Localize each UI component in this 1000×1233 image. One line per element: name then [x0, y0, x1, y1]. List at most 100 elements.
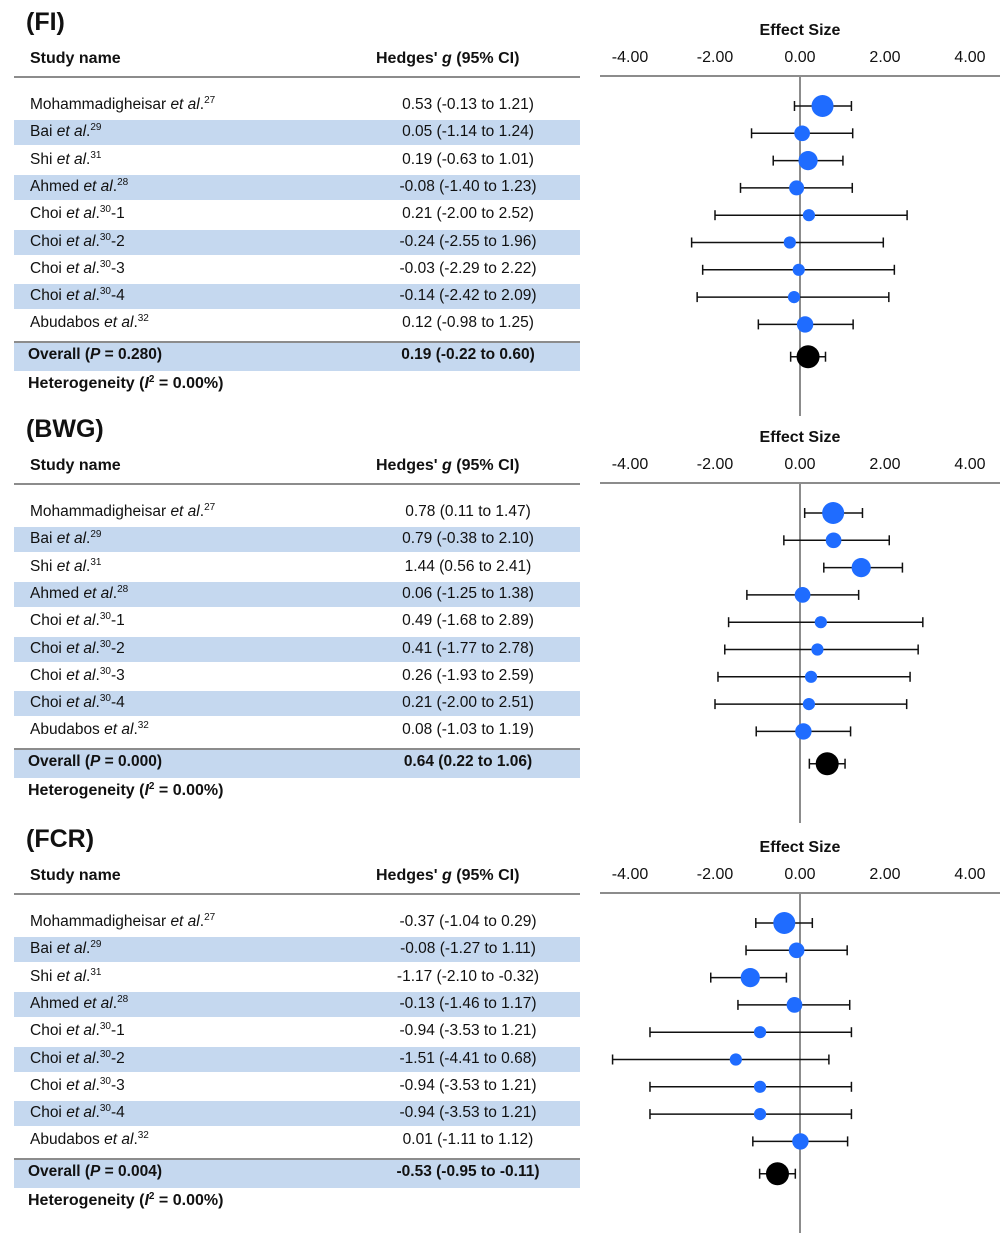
- tick-label: 4.00: [954, 49, 985, 66]
- study-suffix: -3: [110, 666, 125, 684]
- study-et-al: et al: [66, 666, 96, 684]
- overall-row: Overall (P = 0.004) -0.53 (-0.95 to -0.11…: [14, 1159, 580, 1188]
- overall-effect-ci: -0.53 (-0.95 to -0.11): [396, 1162, 540, 1180]
- study-effect-ci: 0.05 (-1.14 to 1.24): [402, 123, 534, 141]
- tick-label: -4.00: [612, 49, 649, 66]
- header-rule: [14, 483, 580, 485]
- study-et-al: et al: [56, 530, 87, 548]
- study-row: Mohammadigheisar et al.27 0.53 (-0.13 to …: [14, 93, 580, 118]
- study-effect-ci: 0.78 (0.11 to 1.47): [405, 503, 531, 520]
- header-hedges-g: g: [442, 867, 452, 884]
- heterogeneity-value: = 0.00%): [154, 1191, 224, 1209]
- study-effect-ci: -0.08 (-1.27 to 1.11): [400, 940, 536, 958]
- tick-label: 4.00: [954, 866, 985, 883]
- study-row: Ahmed et al.28 0.06 (-1.25 to 1.38): [14, 581, 580, 607]
- study-author: Abudabos: [30, 314, 100, 332]
- study-name: Choi et al.30-1: [30, 611, 125, 630]
- study-author: Bai: [30, 940, 53, 958]
- study-author: Choi: [30, 639, 62, 657]
- study-effect-ci: 0.08 (-1.03 to 1.19): [402, 721, 534, 739]
- study-row: Choi et al.30-3 0.26 (-1.93 to 2.59): [14, 664, 580, 689]
- study-point: [786, 997, 803, 1013]
- study-et-al: et al: [66, 205, 96, 223]
- header-hedges-suffix: (95% CI): [451, 457, 520, 474]
- study-ref: 28: [117, 993, 129, 1005]
- study-row: Shi et al.31 1.44 (0.56 to 2.41): [14, 555, 580, 580]
- study-name: Bai et al.29: [30, 122, 102, 141]
- study-effect-ci: -0.14 (-2.42 to 2.09): [399, 287, 537, 305]
- header-study-name: Study name: [30, 50, 121, 67]
- study-ref: 32: [137, 1130, 149, 1142]
- study-et-al: et al: [66, 612, 96, 630]
- study-et-al: et al: [66, 259, 96, 277]
- study-name: Choi et al.30-3: [30, 258, 125, 277]
- heterogeneity-value: = 0.00%): [154, 374, 224, 392]
- header-hedges-suffix: (95% CI): [451, 50, 520, 67]
- tick-label: 2.00: [869, 866, 900, 883]
- study-point: [851, 558, 871, 578]
- tick-label: -2.00: [697, 866, 734, 883]
- header-hedges-g: g: [442, 457, 452, 474]
- study-author: Choi: [30, 612, 62, 630]
- study-author: Choi: [30, 232, 62, 250]
- study-suffix: -1: [110, 612, 125, 630]
- study-suffix: -2: [110, 232, 125, 250]
- study-ref: 30: [99, 1021, 111, 1033]
- forest-plot: Effect Size -4.00 -2.00 0.00 2.00 4.00: [600, 429, 1000, 823]
- study-point: [773, 912, 796, 934]
- study-row: Ahmed et al.28 -0.08 (-1.40 to 1.23): [14, 174, 580, 200]
- study-effect-ci: -0.94 (-3.53 to 1.21): [399, 1104, 537, 1122]
- study-name: Mohammadigheisar et al.27: [30, 912, 216, 931]
- study-point: [753, 1108, 767, 1121]
- overall-row: Overall (P = 0.000) 0.64 (0.22 to 1.06): [14, 749, 580, 778]
- study-name: Abudabos et al.32: [30, 1130, 149, 1149]
- study-name: Choi et al.30-2: [30, 231, 125, 250]
- overall-p-value: = 0.280): [100, 345, 162, 363]
- study-point: [796, 316, 814, 333]
- study-et-al: et al: [104, 314, 134, 332]
- header-hedges-prefix: Hedges': [376, 457, 443, 474]
- study-ref: 31: [90, 556, 102, 568]
- study-row: Shi et al.31 0.19 (-0.63 to 1.01): [14, 148, 580, 173]
- overall-rule: [14, 1157, 580, 1160]
- study-effect-ci: 0.12 (-0.98 to 1.25): [402, 314, 534, 332]
- heterogeneity-i: I: [144, 374, 149, 392]
- study-author: Choi: [30, 1104, 62, 1122]
- study-ref: 27: [204, 502, 216, 513]
- study-et-al: et al: [66, 1076, 96, 1094]
- study-row: Choi et al.30-2 0.41 (-1.77 to 2.78): [14, 636, 580, 662]
- study-name: Ahmed et al.28: [30, 176, 129, 195]
- study-ref: 27: [204, 95, 216, 106]
- study-row: Abudabos et al.32 0.12 (-0.98 to 1.25): [14, 311, 580, 336]
- heterogeneity-i-sup: 2: [148, 780, 155, 792]
- study-point: [814, 616, 827, 629]
- header-study-name: Study name: [30, 867, 121, 884]
- study-point: [792, 263, 805, 276]
- header-hedges-ci: Hedges' g (95% CI): [376, 457, 519, 475]
- study-et-al: et al: [66, 1104, 96, 1122]
- study-row: Choi et al.30-4 -0.14 (-2.42 to 2.09): [14, 284, 580, 310]
- study-et-al: et al: [104, 721, 134, 739]
- study-et-al: et al: [66, 1049, 96, 1067]
- study-effect-ci: 0.49 (-1.68 to 2.89): [402, 612, 534, 630]
- study-author: Ahmed: [30, 994, 80, 1012]
- study-name: Choi et al.30-1: [30, 204, 125, 223]
- overall-prefix: Overall (: [28, 1162, 91, 1180]
- study-name: Mohammadigheisar et al.27: [30, 95, 216, 114]
- study-name: Shi et al.31: [30, 149, 102, 168]
- axis-title: Effect Size: [760, 839, 841, 856]
- study-point: [825, 532, 842, 549]
- study-ref: 29: [90, 939, 102, 951]
- overall-p: P: [90, 345, 101, 363]
- tick-label: -4.00: [612, 866, 649, 883]
- study-row: Choi et al.30-4 -0.94 (-3.53 to 1.21): [14, 1101, 580, 1127]
- study-ref: 30: [99, 258, 111, 270]
- overall-rule: [14, 747, 580, 750]
- study-name: Bai et al.29: [30, 939, 102, 958]
- study-ref: 30: [99, 1075, 111, 1087]
- heterogeneity-i-sup: 2: [148, 1190, 155, 1202]
- heterogeneity-value: = 0.00%): [154, 781, 224, 799]
- study-et-al: et al: [56, 940, 87, 958]
- study-name: Choi et al.30-1: [30, 1021, 125, 1040]
- header-hedges-prefix: Hedges': [376, 867, 443, 884]
